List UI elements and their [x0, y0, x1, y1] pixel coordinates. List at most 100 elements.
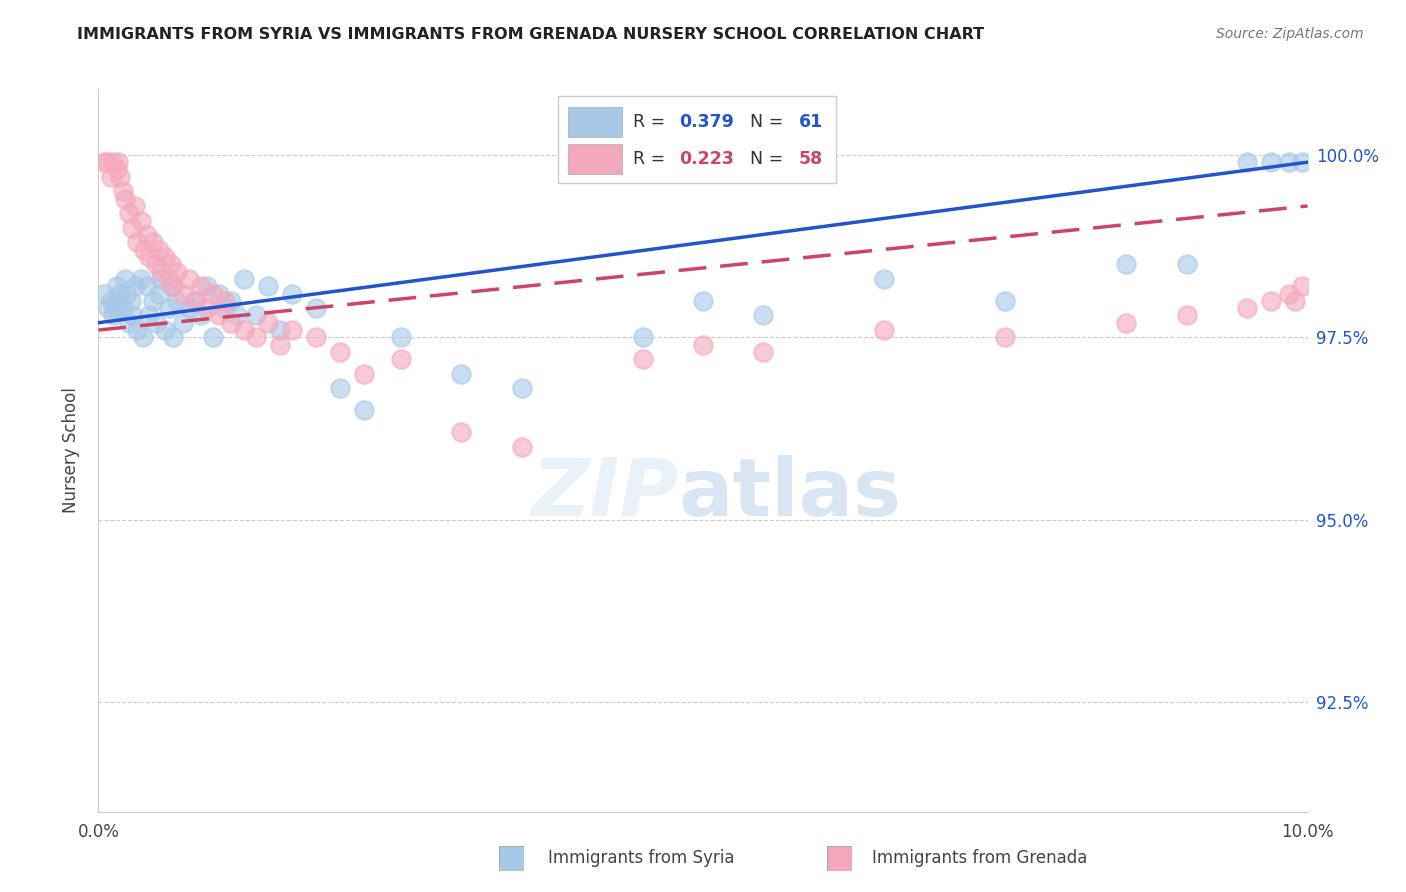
Point	[118, 206, 141, 220]
Point	[389, 352, 412, 367]
Point	[245, 309, 267, 323]
Point	[994, 293, 1017, 308]
Point	[208, 286, 231, 301]
Text: 58: 58	[799, 150, 823, 169]
Point	[281, 286, 304, 301]
Point	[221, 293, 243, 308]
Point	[202, 330, 225, 344]
Point	[100, 293, 122, 308]
Point	[510, 440, 533, 454]
Point	[97, 301, 120, 315]
Point	[1291, 155, 1313, 169]
Point	[150, 272, 173, 286]
Point	[117, 286, 139, 301]
Point	[127, 235, 149, 250]
Y-axis label: Nursery School: Nursery School	[62, 387, 80, 514]
Point	[305, 330, 328, 344]
Point	[138, 250, 160, 264]
Point	[190, 309, 212, 323]
Text: N =: N =	[740, 112, 789, 131]
Point	[1260, 155, 1282, 169]
Point	[111, 185, 134, 199]
Point	[631, 352, 654, 367]
Point	[450, 425, 472, 440]
Point	[221, 316, 243, 330]
Point	[631, 330, 654, 344]
Point	[118, 316, 141, 330]
Point	[232, 272, 254, 286]
Point	[1236, 301, 1258, 315]
Point	[214, 301, 236, 315]
Point	[162, 279, 184, 293]
Point	[166, 293, 188, 308]
Point	[129, 272, 152, 286]
Point	[692, 293, 714, 308]
FancyBboxPatch shape	[558, 96, 837, 183]
Point	[245, 330, 267, 344]
Point	[256, 279, 278, 293]
Point	[190, 279, 212, 293]
Point	[97, 155, 120, 169]
Point	[124, 199, 146, 213]
Point	[121, 220, 143, 235]
Point	[138, 309, 160, 323]
Point	[195, 301, 218, 315]
Point	[172, 316, 194, 330]
Point	[994, 330, 1017, 344]
Point	[101, 155, 124, 169]
Point	[135, 279, 157, 293]
Point	[184, 293, 207, 308]
Point	[162, 330, 184, 344]
Text: 0.223: 0.223	[679, 150, 734, 169]
Point	[1284, 293, 1306, 308]
Point	[145, 316, 167, 330]
Point	[153, 323, 176, 337]
Point	[111, 301, 134, 315]
Point	[153, 250, 176, 264]
Point	[305, 301, 328, 315]
Point	[127, 323, 149, 337]
Point	[873, 272, 896, 286]
Text: ZIP: ZIP	[531, 455, 679, 533]
Point	[105, 162, 128, 177]
Point	[1236, 155, 1258, 169]
Point	[114, 272, 136, 286]
Text: atlas: atlas	[679, 455, 901, 533]
Point	[329, 345, 352, 359]
Point	[1175, 257, 1198, 271]
Point	[129, 213, 152, 227]
Point	[179, 301, 201, 315]
Point	[752, 345, 775, 359]
Point	[1115, 257, 1137, 271]
Point	[329, 381, 352, 395]
Point	[172, 286, 194, 301]
Point	[1278, 155, 1301, 169]
Text: 61: 61	[799, 112, 823, 131]
Text: Immigrants from Grenada: Immigrants from Grenada	[872, 849, 1087, 867]
Point	[120, 293, 142, 308]
Point	[1175, 309, 1198, 323]
Point	[157, 272, 180, 286]
Point	[269, 323, 291, 337]
Text: Source: ZipAtlas.com: Source: ZipAtlas.com	[1216, 27, 1364, 41]
Point	[160, 257, 183, 271]
Text: N =: N =	[740, 150, 789, 169]
Point	[93, 286, 115, 301]
Point	[135, 228, 157, 243]
Text: 0.379: 0.379	[679, 112, 734, 131]
Point	[692, 337, 714, 351]
Point	[873, 323, 896, 337]
Point	[353, 367, 375, 381]
Point	[124, 279, 146, 293]
FancyBboxPatch shape	[568, 145, 621, 175]
Point	[121, 309, 143, 323]
Point	[108, 286, 131, 301]
Point	[104, 301, 127, 315]
Point	[752, 309, 775, 323]
Point	[105, 279, 128, 293]
Point	[389, 330, 412, 344]
Point	[450, 367, 472, 381]
Point	[195, 279, 218, 293]
Point	[101, 309, 124, 323]
Point	[132, 330, 155, 344]
